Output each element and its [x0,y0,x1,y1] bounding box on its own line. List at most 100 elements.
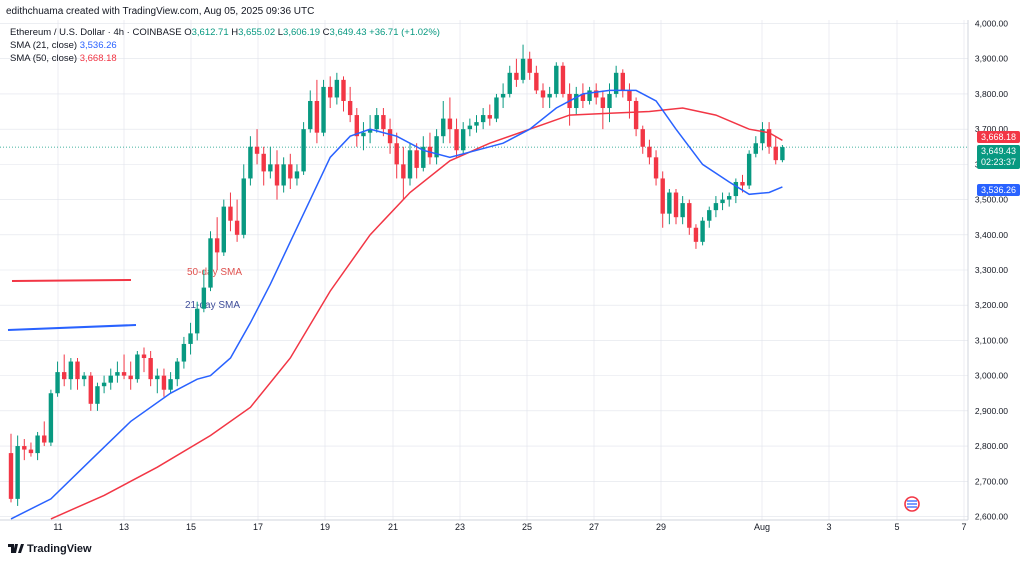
candle-body [214,238,220,253]
candle-body [254,146,260,154]
candle-body [667,192,672,214]
candle-body [740,181,745,186]
price-tick-label: 3,400.00 [975,230,1008,240]
sma21-legend-label[interactable]: SMA (21, close) [10,40,78,51]
last-price-label: 3,649.43 02:23:37 [976,145,1020,169]
candle-body [42,435,47,443]
time-tick-label: 3 [826,522,831,532]
candle-body [467,125,473,130]
symbol-name[interactable]: Ethereum / U.S. Dollar · 4h · COINBASE [10,27,182,38]
replay-icon[interactable] [904,496,920,512]
price-tick-label: 2,900.00 [975,406,1008,416]
attribution-text: edithchuama created with TradingView.com… [6,6,315,17]
high-label: H [231,27,239,38]
time-tick-label: Aug [754,522,770,532]
candle-body [221,206,226,253]
sma21-annotation-line[interactable] [7,324,137,331]
candle-body [354,115,359,137]
candle-body [181,343,187,362]
price-tick-label: 3,800.00 [975,89,1008,99]
candle-body [687,203,692,228]
candle-body [374,115,379,130]
candle-body [341,79,346,101]
candle-body [407,150,413,179]
candle-body [587,90,592,101]
candle-body [733,181,739,197]
candle-body [434,136,439,158]
time-tick-label: 5 [894,522,899,532]
candle-body [753,143,758,154]
candle-body [367,129,373,133]
candle-body [35,435,40,454]
time-axis[interactable]: 11 13 15 17 19 21 23 25 27 29 Aug 3 5 7 [53,522,966,532]
candle-body [234,220,240,235]
time-tick-label: 19 [320,522,330,532]
candle-body [607,93,612,109]
candle-body [321,86,326,133]
change-value: +36.71 (+1.02%) [369,27,440,38]
sma50-annotation-text[interactable]: 50-day SMA [187,267,242,278]
candle-body [281,164,286,186]
candle-body [101,382,107,387]
low-value: 3,606.19 [283,27,321,38]
candle-body [693,227,699,242]
candle-body [201,287,207,309]
gridlines [0,20,968,520]
candle-body [647,146,652,158]
candle-body [534,72,539,91]
candle-body [514,72,519,80]
candle-body [294,171,300,179]
sma21-line [10,89,783,520]
candle-body [95,386,100,404]
candle-body [55,372,60,394]
candle-body [760,129,765,144]
tradingview-logo-icon [8,544,24,553]
close-label: C [322,27,330,38]
candle-body [314,100,320,133]
candle-body [700,220,705,242]
candle-body [487,115,492,119]
time-tick-label: 29 [656,522,666,532]
candle-body [474,122,479,126]
price-axis[interactable]: 4,000.003,900.003,800.003,700.003,600.00… [975,19,1008,522]
time-tick-label: 15 [186,522,196,532]
candle-body [580,93,586,101]
candle-body [175,361,180,380]
price-tick-label: 3,900.00 [975,54,1008,64]
chart-legend[interactable]: Ethereum / U.S. Dollar · 4h · COINBASE O… [10,26,440,65]
candle-body [8,453,14,499]
candle-body [560,65,566,94]
sma50-annotation-line[interactable] [11,279,132,282]
tradingview-logo[interactable]: TradingView [8,543,92,555]
candle-body [620,72,625,91]
candle-body [520,58,526,80]
time-tick-label: 25 [522,522,532,532]
candle-body [347,100,353,116]
candlestick-series [8,44,785,506]
open-value: 3,612.71 [191,27,229,38]
candle-countdown: 02:23:37 [980,157,1016,167]
price-tick-label: 2,800.00 [975,441,1008,451]
candle-body [454,129,459,151]
last-price-value: 3,649.43 [980,146,1016,156]
candle-body [461,129,466,151]
candle-body [188,333,193,344]
candle-body [680,203,685,218]
sma50-legend-label[interactable]: SMA (50, close) [10,53,78,64]
tradingview-brand-text: TradingView [27,543,92,555]
candle-body [128,375,133,380]
candle-body [640,129,645,147]
candle-body [401,164,406,179]
candle-body [780,147,785,161]
candle-body [414,150,419,168]
close-value: 3,649.43 [329,27,367,38]
low-label: L [277,27,284,38]
time-tick-label: 23 [455,522,465,532]
sma21-annotation-text[interactable]: 21-day SMA [185,300,240,311]
candle-body [22,446,27,450]
time-tick-label: 11 [53,522,62,532]
price-tick-label: 3,700.00 [975,124,1008,134]
candle-body [766,129,772,147]
